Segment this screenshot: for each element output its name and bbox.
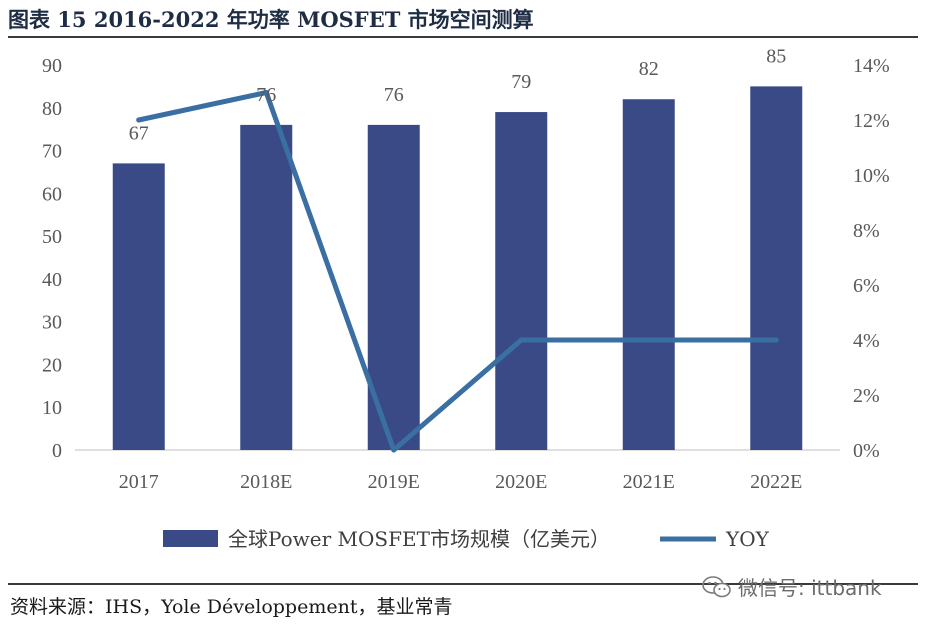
yoy-point	[773, 337, 779, 343]
legend-bar-label: 全球Power MOSFET市场规模（亿美元）	[228, 527, 610, 551]
bar	[622, 99, 675, 450]
x-tick-label: 2019E	[368, 471, 420, 493]
yoy-line	[136, 90, 779, 453]
chart-title: 图表 15 2016-2022 年功率 MOSFET 市场空间测算	[8, 7, 534, 32]
right-axis: 0% 2% 4% 6% 8% 10% 12% 14%	[853, 55, 890, 462]
yoy-point	[391, 447, 397, 453]
watermark: 微信号: ittbank	[702, 572, 882, 601]
source-note: 资料来源：IHS，Yole Développement，基业常青	[10, 596, 453, 618]
bar	[750, 86, 803, 450]
bar	[495, 112, 548, 451]
legend: 全球Power MOSFET市场规模（亿美元） YOY	[163, 527, 770, 551]
y-left-tick-label: 10	[42, 397, 62, 419]
y-right-tick-label: 4%	[853, 330, 880, 352]
y-right-tick-label: 10%	[853, 165, 890, 187]
yoy-point	[518, 337, 524, 343]
y-right-tick-label: 8%	[853, 220, 880, 242]
y-left-tick-label: 80	[42, 98, 62, 120]
y-left-tick-label: 30	[42, 312, 62, 334]
y-left-tick-label: 90	[42, 55, 62, 77]
y-left-tick-label: 50	[42, 226, 62, 248]
line-series	[136, 90, 779, 453]
legend-bar-swatch	[163, 530, 218, 547]
bar-data-label: 76	[256, 84, 276, 106]
y-left-tick-label: 70	[42, 141, 62, 163]
bar	[240, 124, 293, 450]
y-right-tick-label: 12%	[853, 110, 890, 132]
y-left-tick-label: 40	[42, 269, 62, 291]
y-right-tick-label: 2%	[853, 385, 880, 407]
yoy-point	[136, 117, 142, 123]
x-tick-label: 2020E	[495, 471, 547, 493]
y-right-tick-label: 14%	[853, 55, 890, 77]
x-tick-label: 2021E	[623, 471, 675, 493]
x-tick-label: 2018E	[240, 471, 292, 493]
y-left-tick-label: 0	[52, 440, 62, 462]
bar-data-label: 76	[384, 84, 404, 106]
bar-data-label: 67	[129, 122, 149, 144]
y-right-tick-label: 6%	[853, 275, 880, 297]
data-labels: 67 76 76 79 82 85	[129, 45, 787, 144]
bar-data-label: 79	[511, 71, 531, 93]
x-tick-label: 2022E	[750, 471, 802, 493]
yoy-point	[646, 337, 652, 343]
top-rule	[8, 36, 918, 38]
x-axis: 2017 2018E 2019E 2020E 2021E 2022E	[119, 471, 803, 493]
left-axis: 0 10 20 30 40 50 60 70 80 90	[42, 55, 62, 462]
bar	[112, 163, 165, 450]
y-left-tick-label: 60	[42, 183, 62, 205]
bar-data-label: 85	[766, 45, 786, 67]
bar-data-label: 82	[639, 58, 659, 80]
y-right-tick-label: 0%	[853, 440, 880, 462]
wechat-icon	[702, 575, 731, 597]
legend-line-label: YOY	[725, 527, 770, 551]
bottom-rule	[8, 583, 918, 585]
yoy-point	[263, 90, 269, 95]
watermark-text: 微信号: ittbank	[738, 576, 882, 600]
y-left-tick-label: 20	[42, 354, 62, 376]
x-tick-label: 2017	[119, 471, 159, 493]
